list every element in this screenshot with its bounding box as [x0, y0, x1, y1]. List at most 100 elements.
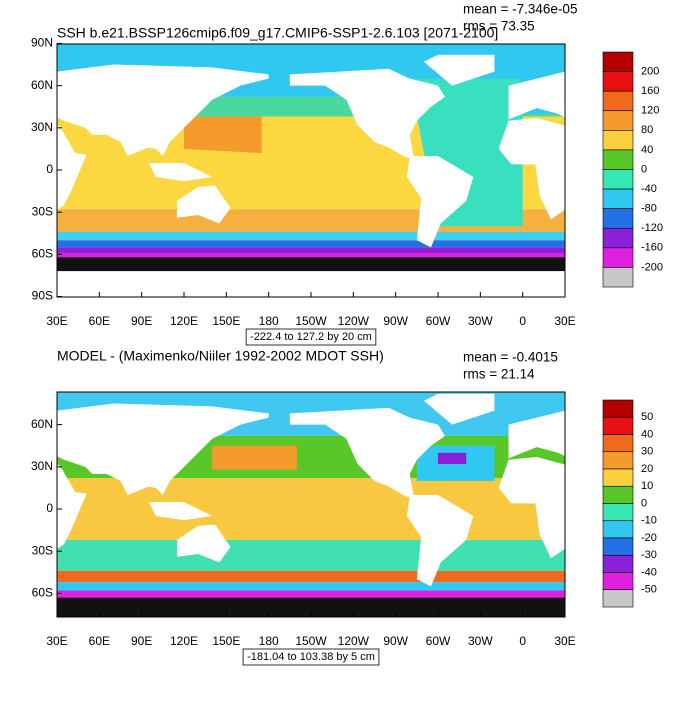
range-box	[242, 648, 380, 666]
rms-text: rms = 73.35	[463, 19, 535, 34]
lon-label: 90W	[383, 634, 408, 648]
land	[508, 71, 565, 120]
colorbar-label: -80	[641, 203, 657, 215]
land	[57, 125, 87, 210]
lon-label: 90E	[131, 314, 152, 328]
ocean-feature	[184, 116, 262, 154]
lon-label: 120W	[338, 634, 370, 648]
colorbar-label: -40	[641, 183, 657, 195]
colorbar-box	[602, 71, 634, 92]
colorbar-box	[602, 247, 634, 268]
land	[176, 185, 231, 224]
lat-label: 0	[46, 162, 53, 176]
land	[508, 410, 565, 459]
colorbar-box	[602, 537, 634, 556]
lat-label: 30N	[31, 120, 53, 134]
lon-label: 0	[519, 314, 526, 328]
lat-label: 30N	[31, 459, 53, 473]
lat-label: 60S	[32, 247, 53, 261]
land	[685, 185, 700, 223]
lon-label: 60E	[89, 314, 110, 328]
colorbar-label: -200	[641, 261, 663, 273]
lon-label: 150W	[295, 634, 327, 648]
colorbar-box	[602, 572, 634, 591]
lat-label: 60N	[31, 417, 53, 431]
lon-label: 150E	[212, 314, 240, 328]
land	[406, 494, 474, 587]
land	[57, 64, 269, 156]
lon-label: 120W	[338, 314, 370, 328]
contour-range: -181.04 to 103.38 by 5 cm	[247, 651, 375, 663]
ocean-band	[57, 231, 565, 241]
colorbar-box	[602, 520, 634, 539]
land	[498, 117, 565, 220]
colorbar-label: -40	[641, 566, 657, 578]
colorbar-box	[602, 451, 634, 470]
lon-label: 60W	[426, 314, 451, 328]
map-panel: 90N 60N 30N 0 30S 60S 90S 30E 60E 90E 120E 150E 180 1…	[0, 2, 700, 346]
lat-label: 0	[46, 501, 53, 515]
ocean-band	[57, 247, 565, 253]
colorbar-label: -160	[641, 242, 663, 254]
colorbar-box	[602, 434, 634, 453]
lon-label: 120E	[170, 634, 198, 648]
ocean-band	[57, 252, 565, 258]
lon-label: 60E	[89, 634, 110, 648]
ocean-band	[57, 570, 565, 583]
panel-title: SSH b.e21.BSSP126cmip6.f09_g17.CMIP6-SSP…	[57, 25, 498, 41]
colorbar-label: -10	[641, 515, 657, 527]
colorbar-box	[602, 399, 634, 418]
land	[57, 403, 269, 495]
land	[657, 502, 700, 520]
colorbar-label: 0	[641, 163, 647, 175]
colorbar-box	[602, 416, 634, 435]
colorbar-box	[602, 130, 634, 151]
land	[685, 524, 700, 562]
lon-label: 30E	[46, 634, 67, 648]
colorbar-label: 120	[641, 105, 659, 117]
colorbar-box	[602, 503, 634, 522]
colorbar-label: 200	[641, 65, 659, 77]
colorbar-box	[602, 208, 634, 229]
land	[423, 393, 495, 425]
colorbar-label: 30	[641, 446, 653, 458]
land	[289, 68, 446, 159]
colorbar-box	[602, 110, 634, 131]
land	[406, 155, 474, 248]
colorbar-box	[602, 188, 634, 209]
ocean-band	[57, 582, 565, 591]
lon-label: 30E	[46, 314, 67, 328]
land	[57, 464, 87, 549]
land	[498, 456, 565, 559]
land	[423, 54, 495, 86]
lon-label: 150W	[295, 314, 327, 328]
lon-label: 60W	[426, 634, 451, 648]
colorbar-label: -50	[641, 584, 657, 596]
lon-label: 30W	[468, 314, 493, 328]
lat-label: 90S	[32, 289, 53, 303]
lon-label: 180	[259, 314, 279, 328]
contour-range: -222.4 to 127.2 by 20 cm	[250, 331, 372, 343]
lon-label: 180	[259, 634, 279, 648]
colorbar-label: 40	[641, 428, 653, 440]
lon-label: 120E	[170, 314, 198, 328]
land	[148, 501, 213, 521]
colorbar-label: -120	[641, 222, 663, 234]
colorbar-label: 20	[641, 463, 653, 475]
colorbar-box	[602, 468, 634, 487]
colorbar-label: 40	[641, 144, 653, 156]
lat-label: 60N	[31, 78, 53, 92]
ocean-feature	[0, 79, 15, 227]
lon-label: 30E	[554, 634, 575, 648]
ocean-band	[57, 257, 565, 272]
ocean-feature	[692, 117, 700, 154]
ocean-band	[57, 240, 565, 248]
colorbar-label: 0	[641, 497, 647, 509]
land	[289, 407, 446, 498]
colorbar-box	[602, 51, 634, 72]
ocean-feature	[212, 445, 297, 470]
rms-text: rms = 21.14	[463, 367, 535, 382]
ocean-band	[57, 590, 565, 598]
lon-label: 150E	[212, 634, 240, 648]
